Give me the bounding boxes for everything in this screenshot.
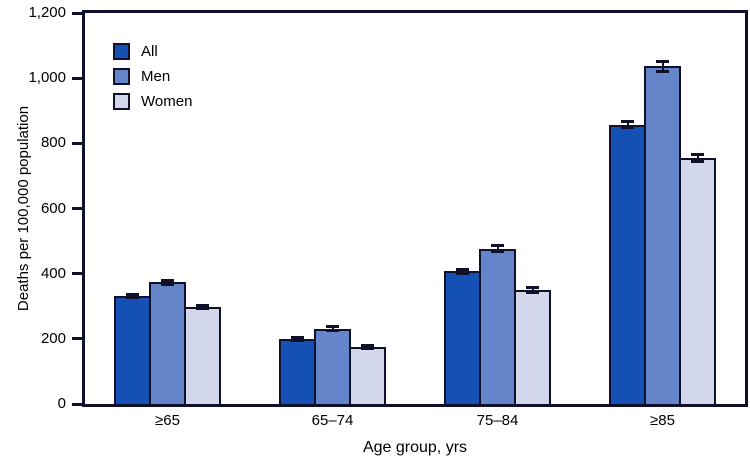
y-tick xyxy=(72,337,85,341)
y-tick-label: 200 xyxy=(40,329,66,347)
legend-label-men: Men xyxy=(141,68,171,85)
legend-label-women: Women xyxy=(141,93,193,110)
y-tick-label: 800 xyxy=(40,134,66,152)
x-axis-title: Age group, yrs xyxy=(362,439,468,456)
error-bar-cap xyxy=(196,307,209,311)
error-bar xyxy=(201,305,204,309)
x-tick-label: ≥85 xyxy=(650,412,675,429)
legend-label-all: All xyxy=(141,43,158,60)
bar-men-4 xyxy=(644,66,681,404)
x-tick-label: ≥65 xyxy=(155,412,180,429)
y-tick-label: 1,200 xyxy=(28,4,66,21)
y-tick xyxy=(72,11,85,15)
y-tick-label: 400 xyxy=(40,264,66,282)
bar-women-2 xyxy=(349,347,386,404)
error-bar-cap xyxy=(291,336,304,340)
x-tick-label: 65–74 xyxy=(311,412,354,429)
y-tick xyxy=(72,76,85,80)
error-bar-cap xyxy=(526,286,539,290)
error-bar-cap xyxy=(361,347,374,351)
y-tick xyxy=(72,141,85,145)
bar-men-1 xyxy=(149,282,186,404)
error-bar xyxy=(131,294,134,298)
bar-all-4 xyxy=(609,124,646,404)
bar-women-1 xyxy=(184,307,221,404)
x-tick-label: 75–84 xyxy=(476,412,519,429)
error-bar-cap xyxy=(491,244,504,248)
error-bar-cap xyxy=(126,293,139,297)
error-bar-cap xyxy=(196,304,209,308)
y-tick-label: 1,000 xyxy=(28,69,66,87)
error-bar xyxy=(661,61,664,72)
error-bar-cap xyxy=(291,338,304,342)
y-tick-label: 600 xyxy=(40,199,66,217)
error-bar xyxy=(696,154,699,162)
plot-area: All Men Women xyxy=(82,10,748,407)
error-bar xyxy=(166,280,169,285)
legend-swatch-women xyxy=(113,93,130,110)
error-bar xyxy=(626,121,629,128)
error-bar xyxy=(531,287,534,293)
bar-all-1 xyxy=(114,296,151,404)
error-bar-cap xyxy=(326,325,339,329)
error-bar xyxy=(496,245,499,252)
bar-men-3 xyxy=(479,248,516,404)
error-bar-cap xyxy=(621,120,634,124)
error-bar-cap xyxy=(691,159,704,163)
y-tick xyxy=(72,272,85,276)
legend: All Men Women xyxy=(113,43,192,118)
legend-item-women: Women xyxy=(113,93,192,110)
error-bar-cap xyxy=(161,282,174,286)
error-bar-cap xyxy=(161,279,174,282)
y-tick-label: 0 xyxy=(57,395,66,412)
bar-all-2 xyxy=(279,338,316,404)
error-bar-cap xyxy=(526,290,539,294)
error-bar-cap xyxy=(656,59,669,63)
bar-men-2 xyxy=(314,328,351,404)
error-bar-cap xyxy=(126,296,139,300)
error-bar-cap xyxy=(691,153,704,157)
error-bar-cap xyxy=(621,126,634,130)
legend-swatch-men xyxy=(113,68,130,85)
y-tick xyxy=(72,402,85,406)
legend-item-all: All xyxy=(113,43,192,60)
error-bar-cap xyxy=(656,70,669,74)
y-tick xyxy=(72,207,85,210)
error-bar xyxy=(461,269,464,274)
error-bar xyxy=(331,326,334,331)
error-bar-cap xyxy=(456,267,469,271)
bar-women-4 xyxy=(679,157,716,404)
error-bar-cap xyxy=(326,329,339,333)
error-bar xyxy=(366,345,369,349)
legend-item-men: Men xyxy=(113,68,192,85)
error-bar-cap xyxy=(456,271,469,275)
bar-all-3 xyxy=(444,271,481,404)
legend-swatch-all xyxy=(113,43,130,60)
error-bar-cap xyxy=(361,344,374,348)
error-bar-cap xyxy=(491,250,504,253)
bar-women-3 xyxy=(514,289,551,404)
